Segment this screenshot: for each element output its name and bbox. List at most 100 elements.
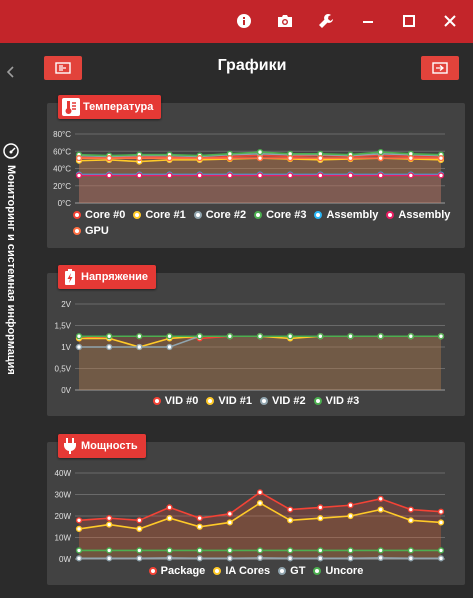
data-point: [407, 506, 414, 513]
legend-marker: [73, 211, 81, 219]
power-title: Мощность: [81, 440, 138, 452]
legend-item[interactable]: Core #0: [73, 209, 125, 221]
power-legend: Package IA Cores GT Uncore: [47, 565, 465, 577]
y-tick-label: 40°C: [53, 165, 71, 174]
data-point: [437, 333, 445, 340]
data-point: [317, 504, 324, 511]
data-point: [287, 172, 294, 179]
data-point: [407, 333, 414, 340]
data-point: [347, 547, 354, 554]
legend-label: IA Cores: [225, 565, 271, 577]
sidebar-section[interactable]: Мониторинг и системная информация: [1, 143, 21, 383]
legend-item[interactable]: VID #2: [260, 395, 306, 407]
y-tick-label: 0V: [61, 386, 71, 395]
legend-label: Assembly: [398, 209, 451, 221]
panel-collapse-icon: [55, 62, 71, 74]
data-point: [166, 554, 173, 562]
camera-icon[interactable]: [272, 8, 298, 34]
legend-item[interactable]: Package: [148, 565, 205, 577]
data-point: [317, 547, 324, 554]
legend-item[interactable]: VID #0: [152, 395, 198, 407]
data-point: [226, 555, 233, 562]
data-point: [75, 155, 83, 162]
data-point: [166, 172, 173, 179]
legend-marker: [73, 227, 81, 235]
series-area: [79, 175, 441, 203]
data-point: [106, 155, 113, 162]
collapse-panel-button[interactable]: [44, 56, 82, 80]
wrench-icon[interactable]: [313, 8, 339, 34]
legend-label: VID #2: [272, 395, 306, 407]
data-point: [437, 508, 445, 515]
data-point: [136, 525, 143, 533]
legend-item[interactable]: GT: [278, 565, 305, 577]
data-point: [287, 517, 294, 524]
export-icon: [432, 62, 448, 74]
data-point: [75, 333, 83, 340]
data-point: [166, 547, 173, 554]
data-point: [196, 333, 203, 340]
minimize-icon[interactable]: [355, 8, 381, 34]
legend-item[interactable]: Core #3: [254, 209, 306, 221]
y-tick-label: 10W: [55, 534, 72, 543]
voltage-legend: VID #0 VID #1 VID #2 VID #3: [47, 395, 465, 407]
data-point: [226, 547, 233, 554]
legend-item[interactable]: Assembly: [314, 209, 378, 221]
legend-item[interactable]: GPU: [73, 225, 109, 237]
legend-item[interactable]: Core #2: [193, 209, 246, 221]
legend-item[interactable]: VID #1: [206, 395, 252, 407]
data-point: [106, 172, 113, 179]
data-point: [256, 333, 264, 340]
legend-marker: [278, 567, 287, 575]
data-point: [377, 554, 384, 562]
data-point: [377, 155, 384, 162]
sidebar: Мониторинг и системная информация: [0, 43, 23, 598]
data-point: [106, 333, 113, 340]
legend-item[interactable]: Uncore: [313, 565, 363, 577]
data-point: [166, 333, 173, 340]
page-title: Графики: [217, 57, 287, 74]
data-point: [106, 521, 113, 528]
export-button[interactable]: [421, 56, 459, 80]
legend-item[interactable]: Core #1: [133, 209, 186, 221]
data-point: [317, 333, 324, 340]
y-tick-label: 80°C: [53, 130, 71, 139]
legend-marker: [314, 211, 323, 219]
data-point: [407, 172, 414, 179]
legend-item[interactable]: Assembly: [386, 209, 450, 221]
voltage-chart: 2V 1,5V 1V 0,5V 0V: [55, 300, 445, 395]
legend-marker: [152, 397, 161, 405]
legend-marker: [313, 567, 322, 575]
data-point: [287, 155, 294, 162]
data-point: [256, 499, 264, 507]
legend-label: Core #0: [85, 209, 126, 221]
close-icon[interactable]: [437, 8, 463, 34]
temperature-panel-title: Температура: [58, 95, 162, 119]
y-tick-label: 20°C: [53, 182, 71, 191]
power-panel: 40W 30W 20W 10W 0W Мощность Package IA Cores G…: [47, 434, 465, 585]
data-point: [377, 506, 384, 513]
temperature-panel: 80°C 60°C 40°C 20°C 0°C Температура Core #0 C…: [47, 95, 465, 248]
data-point: [407, 517, 414, 524]
maximize-icon[interactable]: [396, 8, 422, 34]
data-point: [75, 547, 83, 554]
legend-label: Core #3: [266, 209, 307, 221]
legend-marker: [148, 567, 157, 575]
chevron-left-icon[interactable]: [4, 65, 18, 79]
legend-item[interactable]: IA Cores: [213, 565, 270, 577]
series-area: [79, 155, 441, 203]
temperature-legend: Core #0 Core #1 Core #2 Core #3 Assembly Asse…: [47, 209, 465, 237]
y-tick-label: 60°C: [53, 147, 71, 156]
data-point: [166, 504, 173, 511]
data-point: [377, 149, 384, 156]
data-point: [377, 547, 384, 554]
data-point: [196, 172, 203, 179]
data-point: [196, 555, 203, 562]
data-point: [407, 555, 414, 562]
info-icon[interactable]: [231, 8, 257, 34]
thermometer-icon: [62, 98, 80, 116]
legend-marker: [313, 397, 322, 405]
legend-item[interactable]: VID #3: [313, 395, 359, 407]
data-point: [166, 343, 173, 351]
data-point: [437, 547, 445, 554]
